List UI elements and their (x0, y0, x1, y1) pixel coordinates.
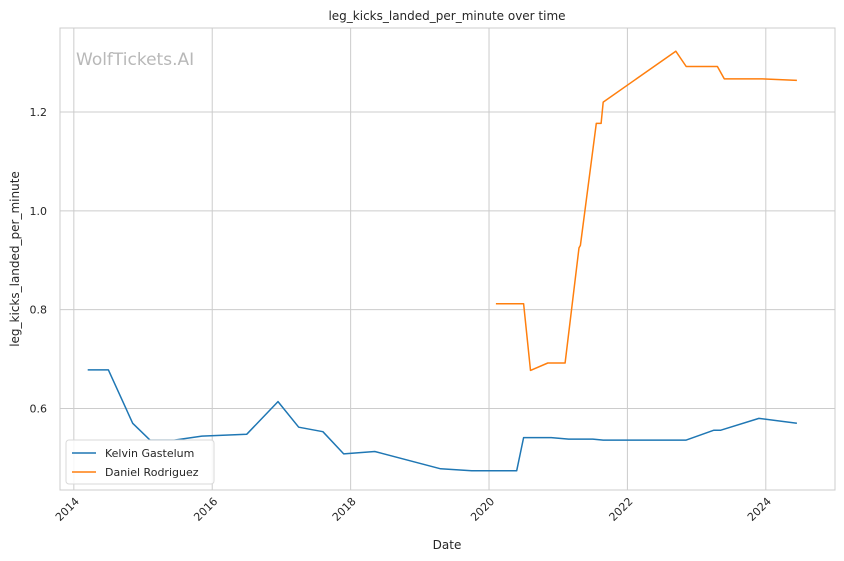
y-tick-label: 1.0 (30, 205, 48, 218)
legend-label-daniel-rodriguez: Daniel Rodriguez (105, 466, 199, 479)
y-tick-label: 0.8 (30, 304, 48, 317)
watermark-text: WolfTickets.AI (76, 50, 194, 70)
series-lines (87, 50, 797, 472)
y-axis-label: leg_kicks_landed_per_minute (8, 171, 22, 347)
legend-label-kelvin-gastelum: Kelvin Gastelum (105, 447, 194, 460)
series-line-daniel-rodriguez (495, 50, 797, 372)
y-tick-label: 0.6 (30, 402, 48, 415)
x-axis-label: Date (433, 538, 462, 552)
legend-box (65, 439, 215, 485)
y-axis-ticks: 0.6 0.8 1.0 1.2 (30, 106, 48, 415)
chart-title: leg_kicks_landed_per_minute over time (328, 9, 565, 23)
y-tick-label: 1.2 (30, 106, 48, 119)
legend: Kelvin Gastelum Daniel Rodriguez (65, 439, 215, 485)
series-line-kelvin-gastelum (87, 369, 797, 472)
grid-lines (60, 28, 835, 490)
plot-area-frame (59, 27, 836, 491)
